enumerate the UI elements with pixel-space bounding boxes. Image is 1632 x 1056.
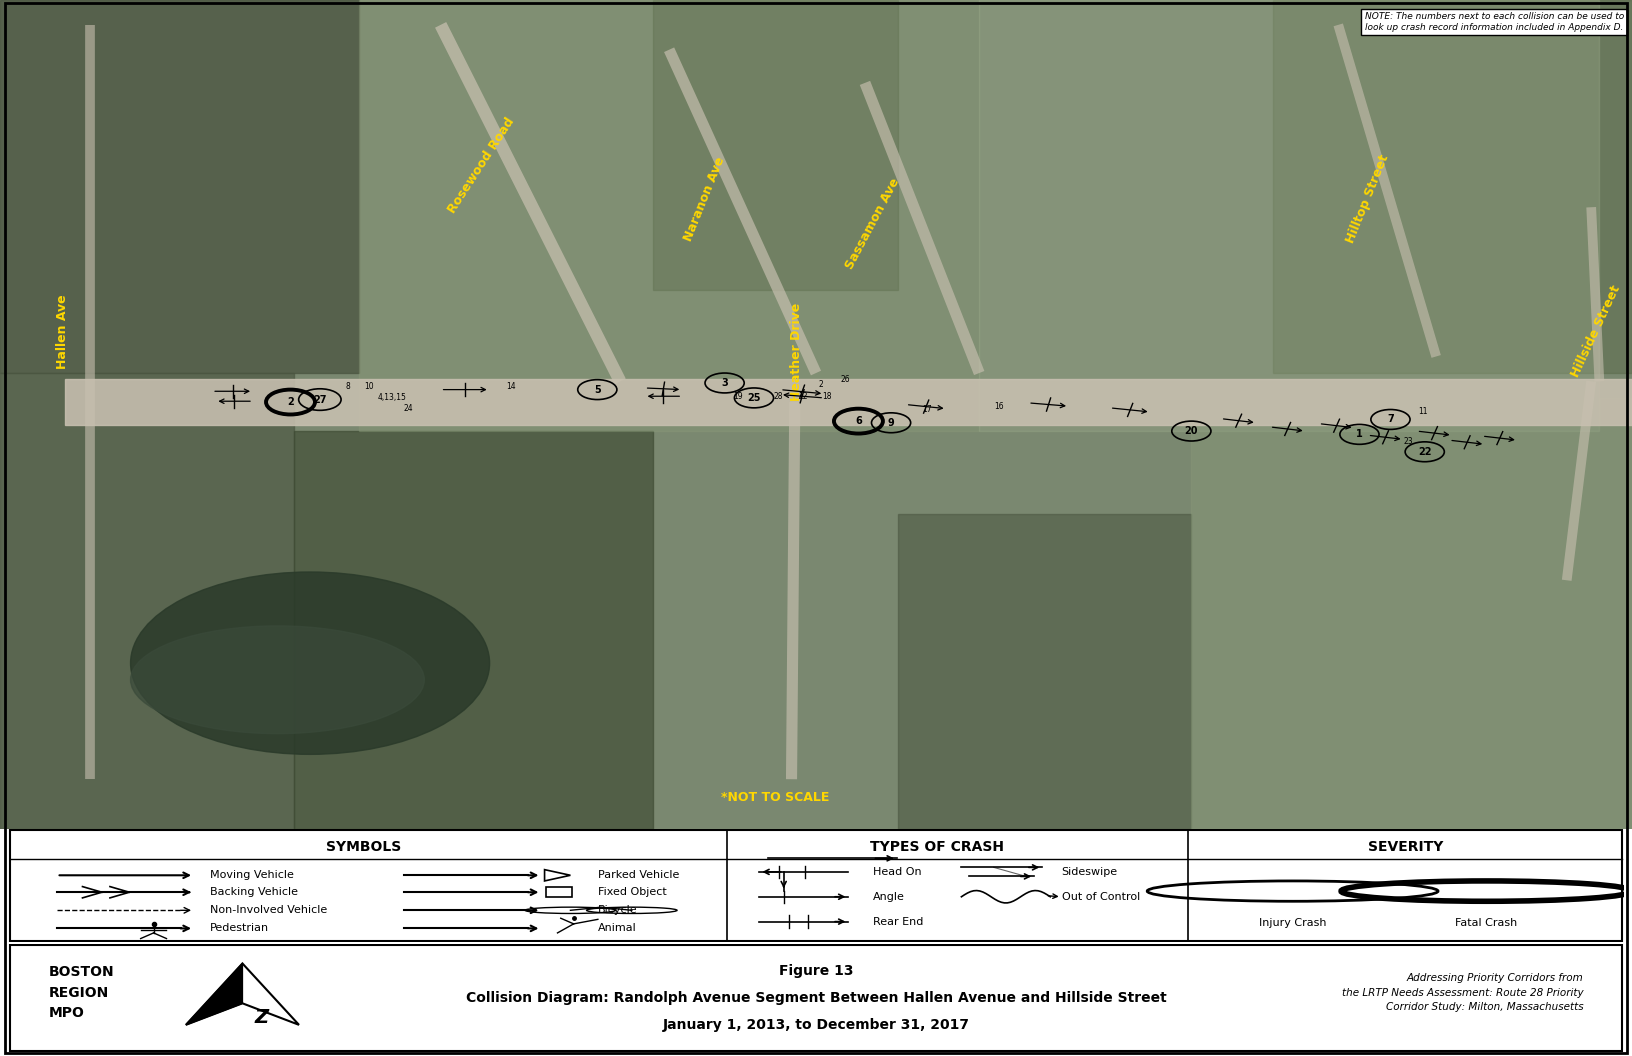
Bar bbox=[0, 373, 294, 829]
Text: Hillside Street: Hillside Street bbox=[1568, 284, 1624, 379]
Text: Animal: Animal bbox=[597, 923, 636, 934]
Text: 7: 7 bbox=[1387, 414, 1394, 425]
FancyBboxPatch shape bbox=[10, 945, 1622, 1051]
Text: 10: 10 bbox=[364, 382, 374, 391]
Text: Bicycle: Bicycle bbox=[597, 905, 638, 916]
Text: 4,13,15: 4,13,15 bbox=[377, 394, 406, 402]
Text: Sideswipe: Sideswipe bbox=[1061, 867, 1118, 876]
Text: 22: 22 bbox=[1418, 447, 1431, 457]
Text: 28: 28 bbox=[774, 392, 783, 400]
Text: Rosewood Road: Rosewood Road bbox=[446, 115, 517, 216]
Text: 1: 1 bbox=[1356, 430, 1363, 439]
Bar bbox=[1273, 0, 1632, 373]
Bar bbox=[653, 0, 898, 290]
Text: Hallen Ave: Hallen Ave bbox=[55, 295, 69, 369]
Bar bbox=[294, 431, 653, 829]
Circle shape bbox=[131, 572, 490, 754]
Text: Out of Control: Out of Control bbox=[1061, 891, 1139, 902]
Text: BOSTON
REGION
MPO: BOSTON REGION MPO bbox=[49, 965, 114, 1020]
FancyBboxPatch shape bbox=[10, 830, 1622, 941]
Bar bbox=[0, 0, 359, 373]
Text: SYMBOLS: SYMBOLS bbox=[326, 840, 401, 854]
Text: 17: 17 bbox=[922, 406, 932, 414]
Ellipse shape bbox=[131, 626, 424, 734]
Text: Pedestrian: Pedestrian bbox=[211, 923, 269, 934]
Polygon shape bbox=[186, 963, 243, 1024]
Text: Injury Crash: Injury Crash bbox=[1258, 918, 1327, 928]
Text: 18: 18 bbox=[823, 392, 832, 400]
Text: Naranon Ave: Naranon Ave bbox=[682, 155, 728, 243]
Text: 11: 11 bbox=[1418, 407, 1428, 416]
Bar bbox=[65, 379, 1632, 426]
Text: Non-Involved Vehicle: Non-Involved Vehicle bbox=[211, 905, 328, 916]
Text: 12: 12 bbox=[798, 392, 808, 400]
Text: 26: 26 bbox=[840, 375, 850, 384]
Text: 3: 3 bbox=[721, 378, 728, 388]
Text: TYPES OF CRASH: TYPES OF CRASH bbox=[870, 840, 1004, 854]
Text: Angle: Angle bbox=[873, 891, 904, 902]
Text: NOTE: The numbers next to each collision can be used to
look up crash record inf: NOTE: The numbers next to each collision… bbox=[1364, 13, 1624, 32]
Bar bbox=[359, 0, 979, 431]
Text: Rear End: Rear End bbox=[873, 917, 924, 926]
Text: Backing Vehicle: Backing Vehicle bbox=[211, 887, 299, 898]
Text: Head On: Head On bbox=[873, 867, 920, 876]
Text: Addressing Priority Corridors from
the LRTP Needs Assessment: Route 28 Priority
: Addressing Priority Corridors from the L… bbox=[1342, 973, 1583, 1013]
Text: 2: 2 bbox=[819, 380, 823, 390]
Text: 23: 23 bbox=[1404, 436, 1413, 446]
Text: 16: 16 bbox=[994, 401, 1004, 411]
Text: 2: 2 bbox=[287, 397, 294, 407]
Text: 8: 8 bbox=[346, 382, 349, 391]
Text: 19: 19 bbox=[733, 392, 743, 400]
Bar bbox=[547, 887, 573, 898]
Text: 24: 24 bbox=[403, 404, 413, 413]
Text: SEVERITY: SEVERITY bbox=[1368, 840, 1443, 854]
Text: Hilltop Street: Hilltop Street bbox=[1343, 153, 1392, 245]
Text: Fixed Object: Fixed Object bbox=[597, 887, 666, 898]
Text: January 1, 2013, to December 31, 2017: January 1, 2013, to December 31, 2017 bbox=[663, 1018, 969, 1032]
Text: Heather Drive: Heather Drive bbox=[790, 303, 803, 401]
Text: 25: 25 bbox=[747, 393, 761, 403]
Text: Z: Z bbox=[255, 1007, 269, 1026]
Text: Collision Diagram: Randolph Avenue Segment Between Hallen Avenue and Hillside St: Collision Diagram: Randolph Avenue Segme… bbox=[465, 991, 1167, 1005]
Bar bbox=[1191, 398, 1632, 829]
Text: Figure 13: Figure 13 bbox=[778, 964, 854, 978]
Text: Parked Vehicle: Parked Vehicle bbox=[597, 870, 679, 881]
Text: Fatal Crash: Fatal Crash bbox=[1456, 918, 1518, 928]
Text: Sassamon Ave: Sassamon Ave bbox=[844, 176, 902, 271]
Text: 14: 14 bbox=[506, 382, 516, 391]
Bar bbox=[898, 514, 1191, 829]
Text: Moving Vehicle: Moving Vehicle bbox=[211, 870, 294, 881]
Text: *NOT TO SCALE: *NOT TO SCALE bbox=[721, 791, 829, 804]
Text: 5: 5 bbox=[594, 384, 601, 395]
Text: 27: 27 bbox=[313, 395, 326, 404]
Bar bbox=[979, 0, 1599, 431]
Text: 6: 6 bbox=[855, 416, 862, 427]
Text: 9: 9 bbox=[888, 418, 894, 428]
Text: 20: 20 bbox=[1185, 426, 1198, 436]
